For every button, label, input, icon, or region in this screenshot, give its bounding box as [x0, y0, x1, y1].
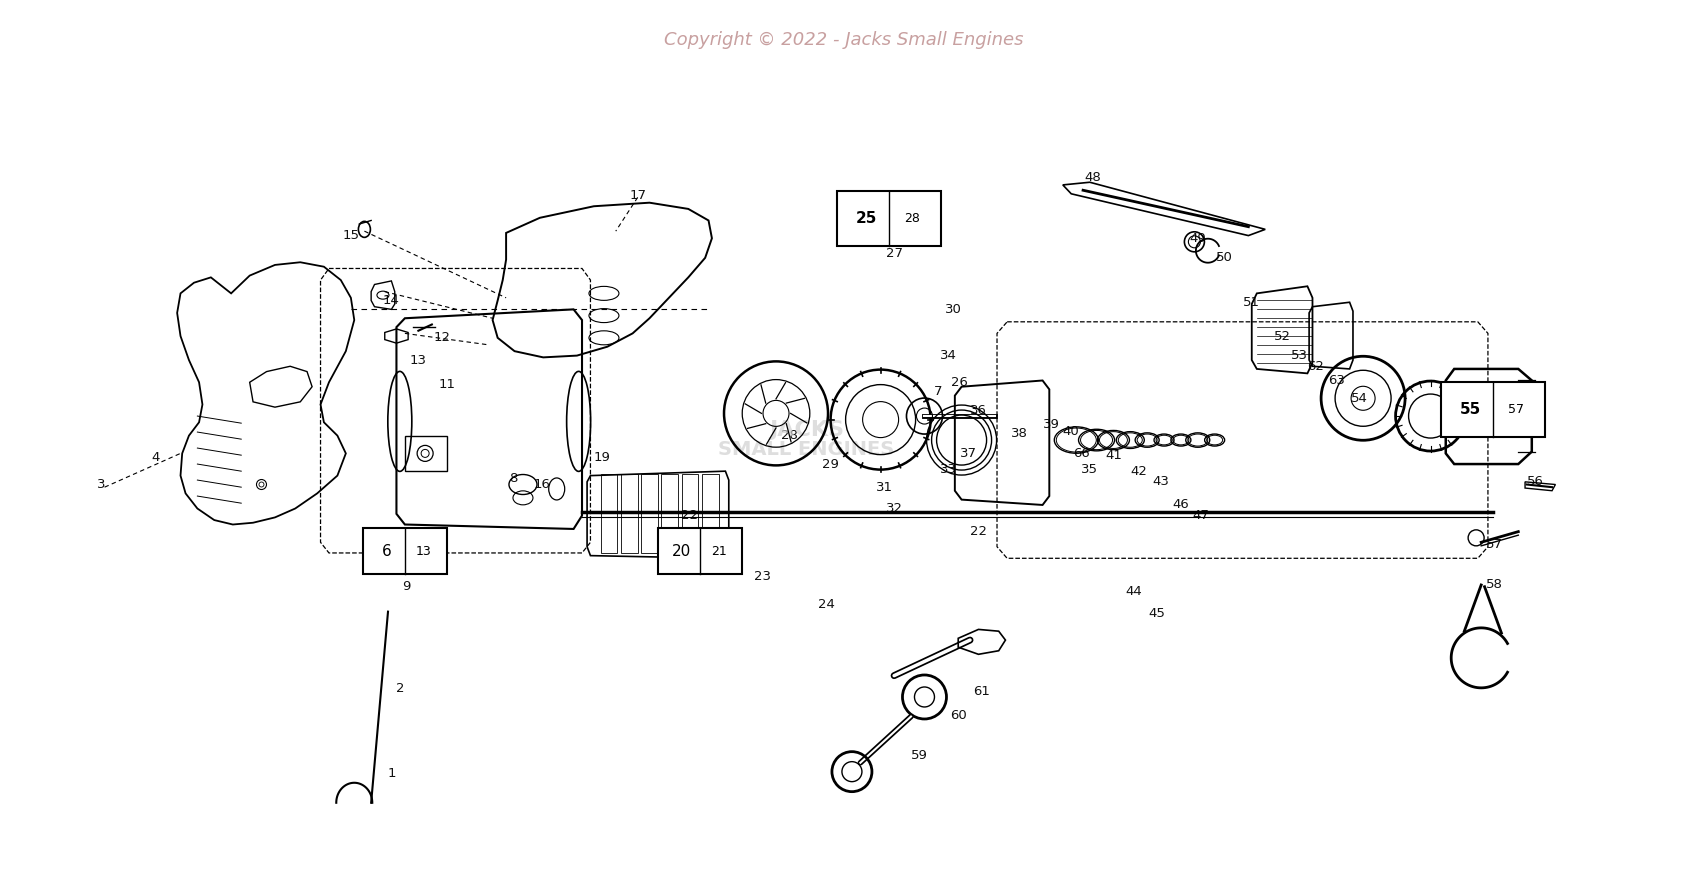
Text: 14: 14 [383, 294, 400, 307]
Text: SMALL ENGINES: SMALL ENGINES [719, 440, 894, 459]
Text: 21: 21 [710, 545, 727, 557]
Text: 63: 63 [1328, 374, 1345, 387]
Text: 48: 48 [1085, 172, 1102, 184]
Text: 36: 36 [970, 404, 987, 417]
Text: 49: 49 [1189, 232, 1206, 244]
Text: 32: 32 [886, 502, 903, 515]
Text: 1: 1 [386, 767, 396, 780]
Text: 25: 25 [855, 212, 877, 226]
Text: 22: 22 [682, 509, 698, 522]
Bar [1441, 382, 1545, 437]
Text: 29: 29 [822, 458, 838, 470]
Text: 6: 6 [381, 544, 391, 558]
Text: 51: 51 [1243, 296, 1260, 308]
Text: 61: 61 [973, 685, 990, 698]
Text: 47: 47 [1193, 509, 1210, 522]
Text: 17: 17 [629, 189, 646, 202]
Text: 35: 35 [1081, 463, 1098, 476]
Text: 24: 24 [818, 598, 835, 611]
Text: 43: 43 [1152, 476, 1169, 488]
Text: 9: 9 [403, 581, 410, 593]
Text: 20: 20 [671, 544, 692, 558]
Text: 31: 31 [876, 481, 892, 493]
Text: 45: 45 [1149, 607, 1166, 620]
Text: 54: 54 [1351, 392, 1368, 404]
Bar [837, 191, 941, 246]
Text: 52: 52 [1274, 330, 1291, 342]
Text: JACKS: JACKS [769, 420, 844, 440]
Text: 19: 19 [594, 452, 611, 464]
Text: 66: 66 [1073, 447, 1090, 460]
Text: 30: 30 [945, 303, 962, 316]
Text: 37: 37 [960, 447, 977, 460]
Text: 33: 33 [940, 463, 957, 476]
Text: 60: 60 [950, 709, 967, 722]
Text: 53: 53 [1291, 349, 1307, 362]
Text: 44: 44 [1125, 585, 1142, 597]
Text: 4: 4 [152, 452, 159, 464]
Text: 11: 11 [439, 378, 455, 390]
Text: 59: 59 [911, 749, 928, 762]
Text: 40: 40 [1063, 425, 1080, 437]
Text: 12: 12 [434, 332, 450, 344]
Text: 46: 46 [1172, 499, 1189, 511]
Text: 34: 34 [940, 349, 957, 362]
Text: 7: 7 [933, 385, 943, 397]
Text: 55: 55 [1459, 403, 1481, 417]
Text: 39: 39 [1043, 419, 1059, 431]
Text: 21: 21 [707, 543, 724, 556]
Text: 42: 42 [1130, 465, 1147, 477]
Text: 58: 58 [1486, 579, 1503, 591]
Bar [363, 528, 447, 574]
Text: 57: 57 [1508, 404, 1523, 416]
Text: 8: 8 [509, 472, 516, 485]
Text: 28: 28 [904, 212, 919, 225]
Text: 50: 50 [1216, 252, 1233, 264]
Text: 62: 62 [1307, 360, 1324, 372]
Text: 15: 15 [342, 229, 359, 242]
Text: 5: 5 [420, 547, 430, 559]
Text: 26: 26 [951, 376, 968, 388]
Text: 27: 27 [886, 247, 903, 260]
Text: 13: 13 [410, 354, 427, 366]
Text: 57: 57 [1486, 538, 1503, 550]
Text: 38: 38 [1011, 428, 1027, 440]
Text: 22: 22 [970, 525, 987, 538]
Text: 2: 2 [395, 683, 405, 695]
Text: 13: 13 [415, 545, 432, 557]
Text: 16: 16 [533, 478, 550, 491]
Text: Copyright © 2022 - Jacks Small Engines: Copyright © 2022 - Jacks Small Engines [663, 31, 1024, 49]
Text: 56: 56 [1527, 476, 1544, 488]
Bar [658, 528, 742, 574]
Text: 3: 3 [96, 478, 106, 491]
Text: 41: 41 [1105, 449, 1122, 461]
Text: 23: 23 [754, 570, 771, 582]
Text: 28: 28 [781, 429, 798, 442]
